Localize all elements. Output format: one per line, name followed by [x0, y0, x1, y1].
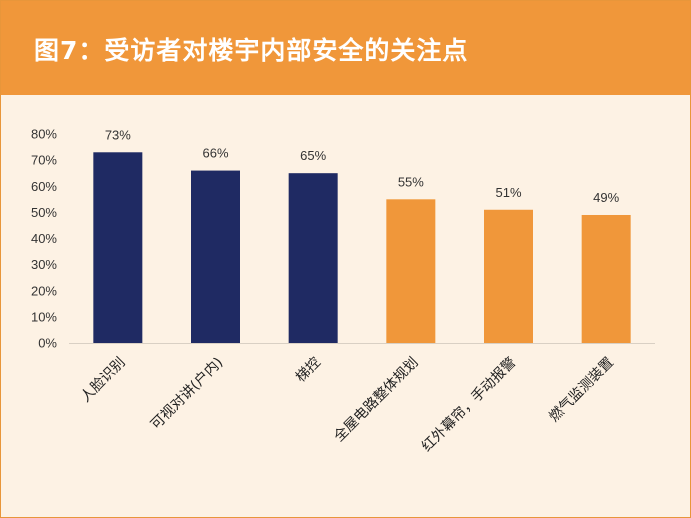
- bar: [484, 209, 533, 343]
- data-label: 55%: [398, 174, 424, 189]
- y-tick-label: 0%: [38, 336, 57, 351]
- y-tick-label: 30%: [31, 257, 57, 272]
- y-tick-label: 60%: [31, 179, 57, 194]
- y-axis: 0% 10% 20% 30% 40% 50% 60% 70% 80%: [31, 127, 655, 351]
- data-label: 73%: [105, 127, 131, 142]
- title-banner: 图7：受访者对楼宇内部安全的关注点: [1, 1, 690, 95]
- data-labels: 73% 66% 65% 55% 51% 49%: [105, 127, 620, 205]
- y-tick-label: 70%: [31, 153, 57, 168]
- category-label: 燃气监测装置: [546, 354, 617, 425]
- bar: [581, 214, 631, 343]
- figure-title: 图7：受访者对楼宇内部安全的关注点: [34, 36, 469, 65]
- category-label: 梯控: [293, 355, 324, 386]
- data-label: 51%: [495, 185, 521, 200]
- data-label: 65%: [300, 148, 326, 163]
- bar: [288, 173, 338, 343]
- bar: [191, 170, 240, 343]
- category-label: 红外幕帘，手动报警: [419, 355, 519, 455]
- category-label: 全屋电路整体规划: [330, 354, 421, 445]
- y-tick-label: 10%: [31, 309, 57, 324]
- data-label: 49%: [593, 190, 619, 205]
- category-label: 人脸识别: [78, 355, 129, 406]
- bar: [386, 199, 436, 343]
- bars: [93, 152, 631, 343]
- y-tick-label: 80%: [31, 127, 57, 142]
- data-label: 66%: [202, 146, 228, 161]
- y-tick-label: 50%: [31, 205, 57, 220]
- y-tick-label: 40%: [31, 231, 57, 246]
- y-tick-label: 20%: [31, 283, 57, 298]
- bar: [93, 152, 143, 343]
- category-label: 可视对讲(户内): [147, 354, 226, 433]
